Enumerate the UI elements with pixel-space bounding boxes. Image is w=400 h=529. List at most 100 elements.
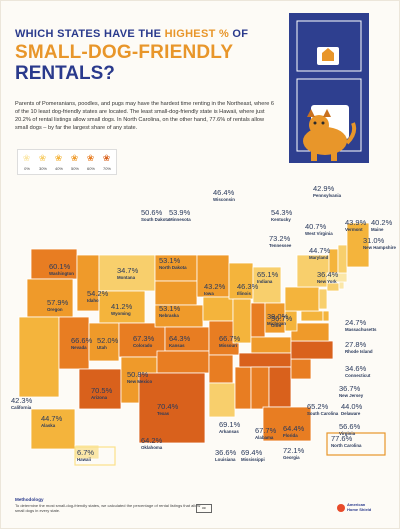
- state-maryland: [300, 310, 324, 322]
- value-label-kansas: 64.3%: [169, 334, 191, 343]
- value-label-indiana: 65.1%: [257, 270, 279, 279]
- state-alabama: [250, 366, 270, 410]
- color-legend: ❀ 0% ❀ 30% ❀ 40% ❀ 50% ❀ 60% ❀ 70%: [17, 149, 117, 175]
- state-georgia: [268, 366, 292, 408]
- state-connecticut: [326, 282, 340, 292]
- state-pennsylvania: [284, 286, 320, 312]
- legend-paw-icon: ❀: [22, 153, 31, 163]
- state-name-pennsylvania: Pennsylvania: [313, 193, 342, 198]
- value-label-texas: 70.4%: [157, 402, 179, 411]
- legend-label: 60%: [86, 166, 95, 171]
- state-arkansas: [208, 354, 234, 384]
- state-name-idaho: Idaho: [87, 298, 99, 303]
- state-oklahoma: [156, 350, 210, 374]
- state-arizona: [78, 368, 122, 410]
- state-name-maine: Maine: [371, 227, 384, 232]
- state-name-kentucky: Kentucky: [271, 217, 291, 222]
- value-label-colorado: 67.3%: [133, 334, 155, 343]
- state-name-south-carolina: South Carolina: [307, 411, 339, 416]
- legend-paw-icon: ❀: [86, 153, 95, 163]
- state-name-montana: Montana: [117, 275, 136, 280]
- state-florida: [262, 406, 312, 442]
- cc-license-icon: cc: [196, 504, 212, 513]
- state-louisiana: [208, 382, 236, 418]
- state-name-tennessee: Tennessee: [269, 243, 292, 248]
- state-name-massachusetts: Massachusetts: [345, 327, 377, 332]
- state-name-wisconsin: Wisconsin: [213, 197, 235, 202]
- legend-label: 70%: [102, 166, 111, 171]
- state-tennessee: [238, 352, 294, 368]
- state-name-nebraska: Nebraska: [159, 313, 179, 318]
- methodology: Methodology To determine the most small-…: [15, 497, 205, 513]
- value-label-new-york: 36.4%: [317, 270, 339, 279]
- state-name-oregon: Oregon: [47, 307, 63, 312]
- state-indiana: [250, 302, 266, 338]
- value-label-wyoming: 41.2%: [111, 302, 133, 311]
- state-new-hampshire: [337, 244, 348, 274]
- state-wyoming: [98, 290, 146, 324]
- brand-name-line-1: American: [347, 502, 366, 507]
- state-name-colorado: Colorado: [133, 343, 153, 348]
- state-new-york: [296, 254, 332, 288]
- state-name-illinois: Illinois: [237, 291, 251, 296]
- value-label-nevada: 66.6%: [71, 336, 93, 345]
- value-label-minnesota: 53.9%: [169, 208, 191, 217]
- title-line-3: RENTALS?: [15, 63, 115, 84]
- value-label-pennsylvania: 42.9%: [313, 184, 335, 193]
- value-label-new-jersey: 36.7%: [339, 384, 361, 393]
- value-label-wisconsin: 46.4%: [213, 188, 235, 197]
- state-north-dakota: [154, 254, 198, 282]
- state-alaska: [30, 408, 76, 450]
- brand-logo: American Home Shield: [337, 502, 391, 513]
- state-name-hawaii: Hawaii: [77, 457, 91, 462]
- value-label-vermont: 43.9%: [345, 218, 367, 227]
- highlight-box-north-carolina: [326, 432, 386, 456]
- value-label-iowa: 43.2%: [204, 282, 226, 291]
- value-label-maryland: 44.7%: [309, 246, 331, 255]
- value-label-oklahoma: 64.2%: [141, 436, 163, 445]
- state-name-wyoming: Wyoming: [111, 311, 131, 316]
- value-label-north-dakota: 53.1%: [159, 256, 181, 265]
- value-label-idaho: 54.2%: [87, 289, 109, 298]
- state-name-new-mexico: New Mexico: [127, 379, 152, 384]
- state-kentucky: [250, 336, 292, 354]
- state-south-carolina: [290, 358, 312, 380]
- value-label-connecticut: 34.6%: [345, 364, 367, 373]
- intro-paragraph: Parents of Pomeranians, poodles, and pug…: [15, 101, 275, 132]
- state-name-new-jersey: New Jersey: [339, 393, 364, 398]
- state-name-washington: Washington: [49, 271, 74, 276]
- value-label-montana: 34.7%: [117, 266, 139, 275]
- state-name-west-virginia: West Virginia: [305, 231, 333, 236]
- value-label-hawaii: 6.7%: [77, 448, 94, 457]
- value-label-louisiana: 36.6%: [215, 448, 237, 457]
- state-virginia: [290, 322, 330, 342]
- highlight-box-hawaii: [74, 446, 116, 466]
- value-label-north-carolina: 77.6%: [331, 434, 353, 443]
- value-label-arizona: 70.5%: [91, 386, 113, 395]
- value-label-virginia: 56.6%: [339, 422, 361, 431]
- legend-paw-icon: ❀: [102, 153, 111, 163]
- state-name-virginia: Virginia: [339, 431, 356, 436]
- state-name-new-hampshire: New Hampshire: [363, 245, 396, 250]
- state-name-new-york: New York: [317, 279, 337, 284]
- state-name-vermont: Vermont: [345, 227, 363, 232]
- value-label-south-dakota: 50.6%: [141, 208, 163, 217]
- value-label-rhode-island: 27.8%: [345, 340, 367, 349]
- title-line-2: SMALL-DOG-FRIENDLY: [15, 42, 234, 63]
- value-label-kentucky: 54.3%: [271, 208, 293, 217]
- state-name-minnesota: Minnesota: [169, 217, 191, 222]
- page-title: WHICH STATES HAVE THE HIGHEST % OF SMALL…: [15, 28, 255, 84]
- state-name-mississippi: Mississippi: [241, 457, 265, 462]
- legend-label: 30%: [38, 166, 47, 171]
- title-line-1: WHICH STATES HAVE THE HIGHEST % OF: [15, 28, 249, 40]
- value-label-missouri: 66.7%: [219, 334, 241, 343]
- state-name-oklahoma: Oklahoma: [141, 445, 163, 450]
- state-name-rhode-island: Rhode Island: [345, 349, 373, 354]
- state-name-north-carolina: North Carolina: [331, 443, 362, 448]
- state-delaware: [322, 310, 330, 322]
- value-label-new-mexico: 50.8%: [127, 370, 149, 379]
- us-map: 60.1%Washington 57.9%Oregon 42.3%Californi…: [11, 184, 396, 466]
- state-mississippi: [234, 366, 252, 410]
- state-iowa: [202, 296, 234, 322]
